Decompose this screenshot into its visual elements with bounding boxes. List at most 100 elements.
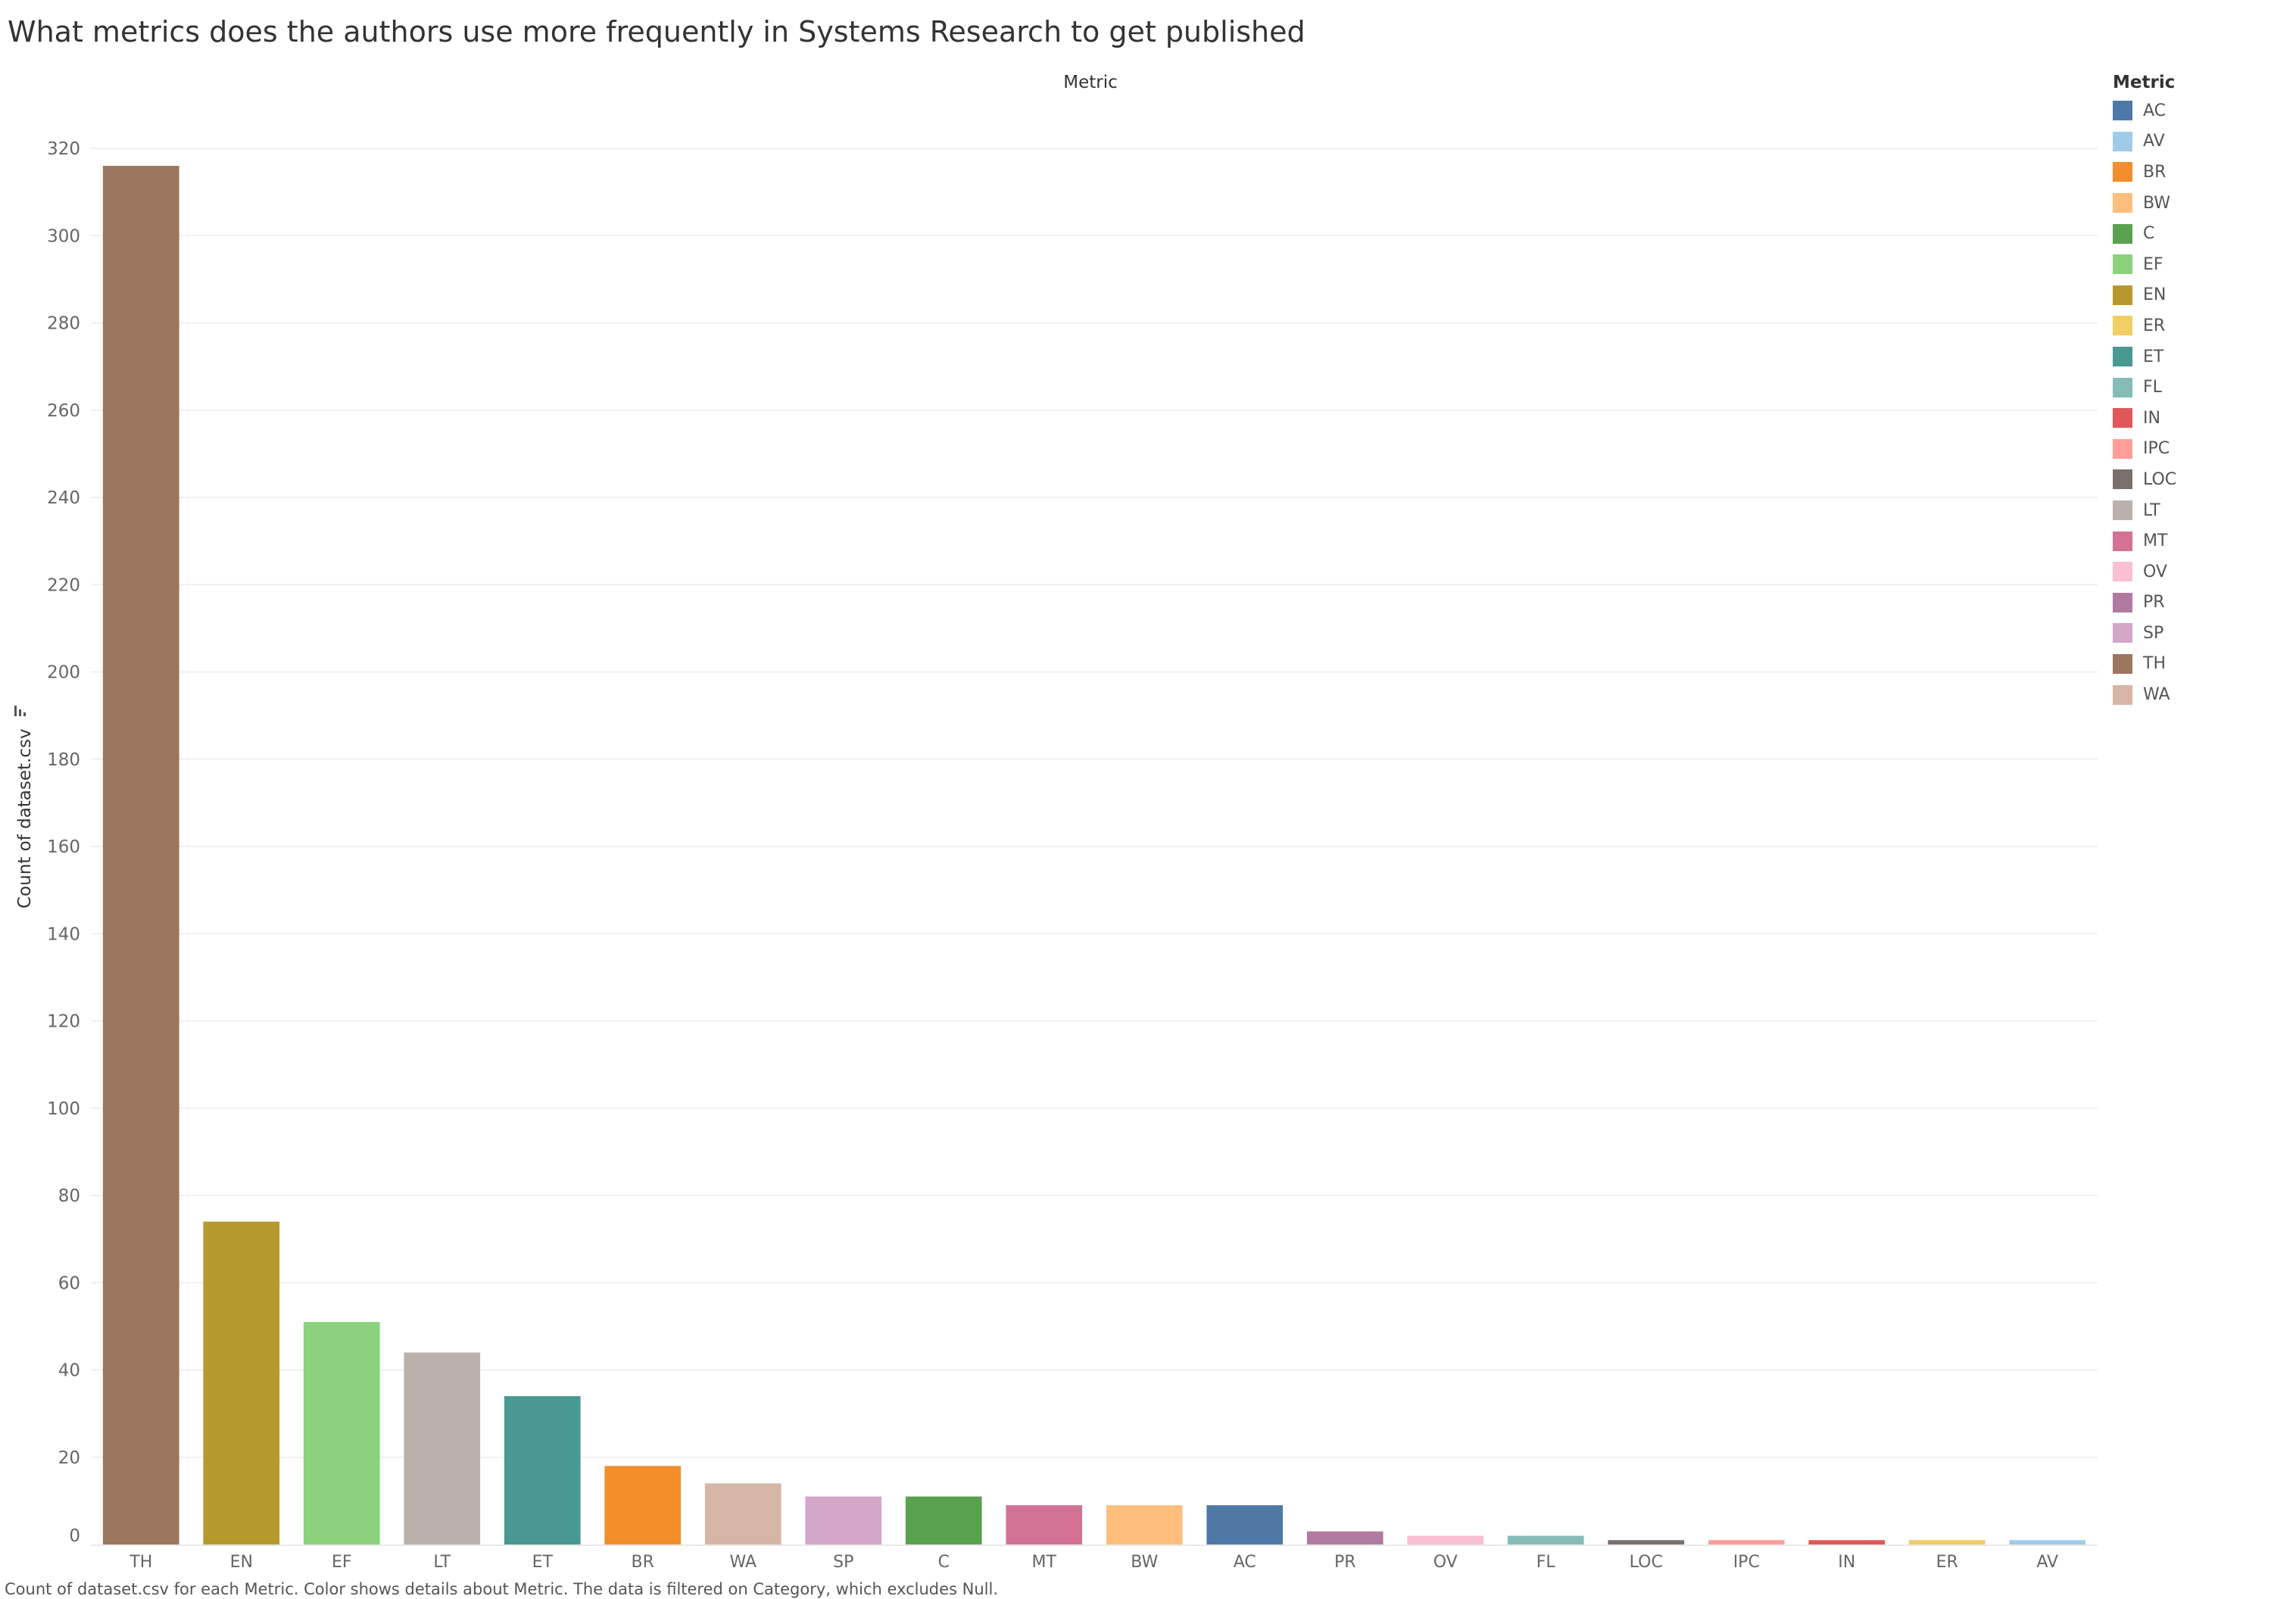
legend-item-c[interactable]: C bbox=[2113, 218, 2287, 249]
legend-item-lt[interactable]: LT bbox=[2113, 495, 2287, 526]
sort-icon[interactable] bbox=[14, 706, 26, 716]
bar-er[interactable] bbox=[1908, 1540, 1986, 1544]
bar-fl[interactable] bbox=[1507, 1535, 1584, 1544]
legend-label: OV bbox=[2143, 562, 2167, 581]
legend-item-fl[interactable]: FL bbox=[2113, 372, 2287, 403]
y-tick-label: 120 bbox=[47, 1012, 80, 1032]
bar-bw[interactable] bbox=[1106, 1505, 1183, 1544]
legend-swatch bbox=[2113, 377, 2132, 397]
x-tick-label: LOC bbox=[1630, 1553, 1663, 1572]
y-tick-label: 140 bbox=[47, 924, 80, 944]
legend-swatch bbox=[2113, 408, 2132, 429]
x-tick-label: BW bbox=[1131, 1553, 1158, 1572]
y-tick-label: 180 bbox=[47, 750, 80, 770]
x-tick-label: LT bbox=[433, 1553, 451, 1572]
legend-item-wa[interactable]: WA bbox=[2113, 679, 2287, 710]
legend-item-mt[interactable]: MT bbox=[2113, 525, 2287, 556]
x-tick-label: EF bbox=[332, 1553, 352, 1572]
legend-label: EN bbox=[2143, 285, 2167, 305]
legend-item-et[interactable]: ET bbox=[2113, 341, 2287, 372]
legend-item-pr[interactable]: PR bbox=[2113, 588, 2287, 619]
y-axis-label-group: Count of dataset.csv bbox=[15, 728, 35, 909]
legend-item-er[interactable]: ER bbox=[2113, 310, 2287, 341]
legend-swatch bbox=[2113, 254, 2132, 275]
bar-ac[interactable] bbox=[1206, 1505, 1284, 1544]
bar-av[interactable] bbox=[2009, 1540, 2086, 1544]
legend-items: AC AV BR BW C EF EN ER ET FL IN IPC LOC LT MT OV PR SP TH W… bbox=[2113, 95, 2287, 710]
bar-ef[interactable] bbox=[303, 1322, 380, 1544]
y-axis-ticks: 0 20 40 60 80 100 120 140 160 180 200 220 240 260 280 3… bbox=[47, 139, 80, 1546]
bar-ov[interactable] bbox=[1407, 1535, 1484, 1544]
bar-ipc[interactable] bbox=[1708, 1540, 1785, 1544]
caption: Count of dataset.csv for each Metric. Co… bbox=[5, 1580, 999, 1598]
column-header: Metric bbox=[1063, 73, 1118, 92]
bar-pr[interactable] bbox=[1306, 1531, 1384, 1544]
legend-swatch bbox=[2113, 131, 2132, 151]
bar-c[interactable] bbox=[905, 1496, 982, 1544]
x-tick-label: C bbox=[938, 1553, 950, 1572]
y-tick-label: 0 bbox=[69, 1526, 80, 1546]
bar-wa[interactable] bbox=[704, 1483, 781, 1544]
bar-et[interactable] bbox=[504, 1396, 581, 1544]
legend-item-ipc[interactable]: IPC bbox=[2113, 434, 2287, 465]
y-tick-label: 60 bbox=[58, 1273, 80, 1293]
x-tick-label: AV bbox=[2036, 1553, 2058, 1572]
legend-swatch bbox=[2113, 347, 2132, 367]
bars bbox=[102, 166, 2086, 1544]
y-tick-label: 80 bbox=[58, 1186, 80, 1206]
legend-label: LOC bbox=[2143, 469, 2177, 489]
legend-item-ef[interactable]: EF bbox=[2113, 249, 2287, 280]
legend-label: AC bbox=[2143, 101, 2167, 120]
legend-swatch bbox=[2113, 101, 2132, 121]
legend-label: AV bbox=[2143, 132, 2165, 151]
bar-br[interactable] bbox=[604, 1466, 682, 1544]
legend-swatch bbox=[2113, 653, 2132, 674]
legend-label: C bbox=[2143, 224, 2155, 244]
y-tick-label: 220 bbox=[47, 575, 80, 595]
bar-lt[interactable] bbox=[404, 1352, 481, 1544]
x-tick-label: PR bbox=[1334, 1553, 1356, 1572]
x-tick-label: ER bbox=[1936, 1553, 1958, 1572]
legend-item-ov[interactable]: OV bbox=[2113, 556, 2287, 588]
x-tick-label: ET bbox=[532, 1553, 554, 1572]
legend-item-in[interactable]: IN bbox=[2113, 403, 2287, 434]
legend-item-av[interactable]: AV bbox=[2113, 126, 2287, 157]
bar-en[interactable] bbox=[203, 1221, 280, 1544]
page-title: What metrics does the authors use more f… bbox=[8, 15, 1306, 48]
legend-label: MT bbox=[2143, 531, 2168, 551]
legend-item-sp[interactable]: SP bbox=[2113, 618, 2287, 649]
x-axis-ticks: TH EN EF LT ET BR WA SP C MT BW AC PR OV FL LOC IPC IN ER A… bbox=[129, 1553, 2058, 1572]
legend-title: Metric bbox=[2113, 73, 2176, 92]
y-tick-label: 260 bbox=[47, 401, 80, 421]
legend-item-th[interactable]: TH bbox=[2113, 649, 2287, 680]
legend-label: WA bbox=[2143, 685, 2170, 705]
bar-mt[interactable] bbox=[1006, 1505, 1083, 1544]
legend: Metric AC AV BR BW C EF EN ER ET FL IN IPC LOC LT MT OV… bbox=[2113, 70, 2287, 710]
x-tick-label: MT bbox=[1032, 1553, 1057, 1572]
bar-sp[interactable] bbox=[805, 1496, 882, 1544]
y-tick-label: 300 bbox=[47, 226, 80, 246]
legend-label: IPC bbox=[2143, 439, 2170, 459]
legend-item-loc[interactable]: LOC bbox=[2113, 464, 2287, 495]
legend-swatch bbox=[2113, 285, 2132, 305]
bar-in[interactable] bbox=[1808, 1540, 1886, 1544]
x-tick-label: OV bbox=[1433, 1553, 1458, 1572]
x-tick-label: IPC bbox=[1733, 1553, 1760, 1572]
legend-swatch bbox=[2113, 592, 2132, 612]
bar-loc[interactable] bbox=[1608, 1540, 1685, 1544]
legend-swatch bbox=[2113, 562, 2132, 582]
bar-th[interactable] bbox=[102, 166, 179, 1544]
x-tick-label: SP bbox=[833, 1553, 853, 1572]
legend-swatch bbox=[2113, 684, 2132, 705]
legend-item-br[interactable]: BR bbox=[2113, 157, 2287, 188]
legend-item-en[interactable]: EN bbox=[2113, 280, 2287, 311]
y-tick-label: 100 bbox=[47, 1099, 80, 1119]
legend-label: FL bbox=[2143, 378, 2162, 397]
legend-swatch bbox=[2113, 162, 2132, 182]
y-axis-label: Count of dataset.csv bbox=[15, 728, 35, 909]
legend-item-ac[interactable]: AC bbox=[2113, 95, 2287, 126]
x-tick-label: FL bbox=[1536, 1553, 1556, 1572]
x-tick-label: TH bbox=[129, 1553, 152, 1572]
legend-item-bw[interactable]: BW bbox=[2113, 188, 2287, 219]
legend-label: LT bbox=[2143, 500, 2160, 520]
